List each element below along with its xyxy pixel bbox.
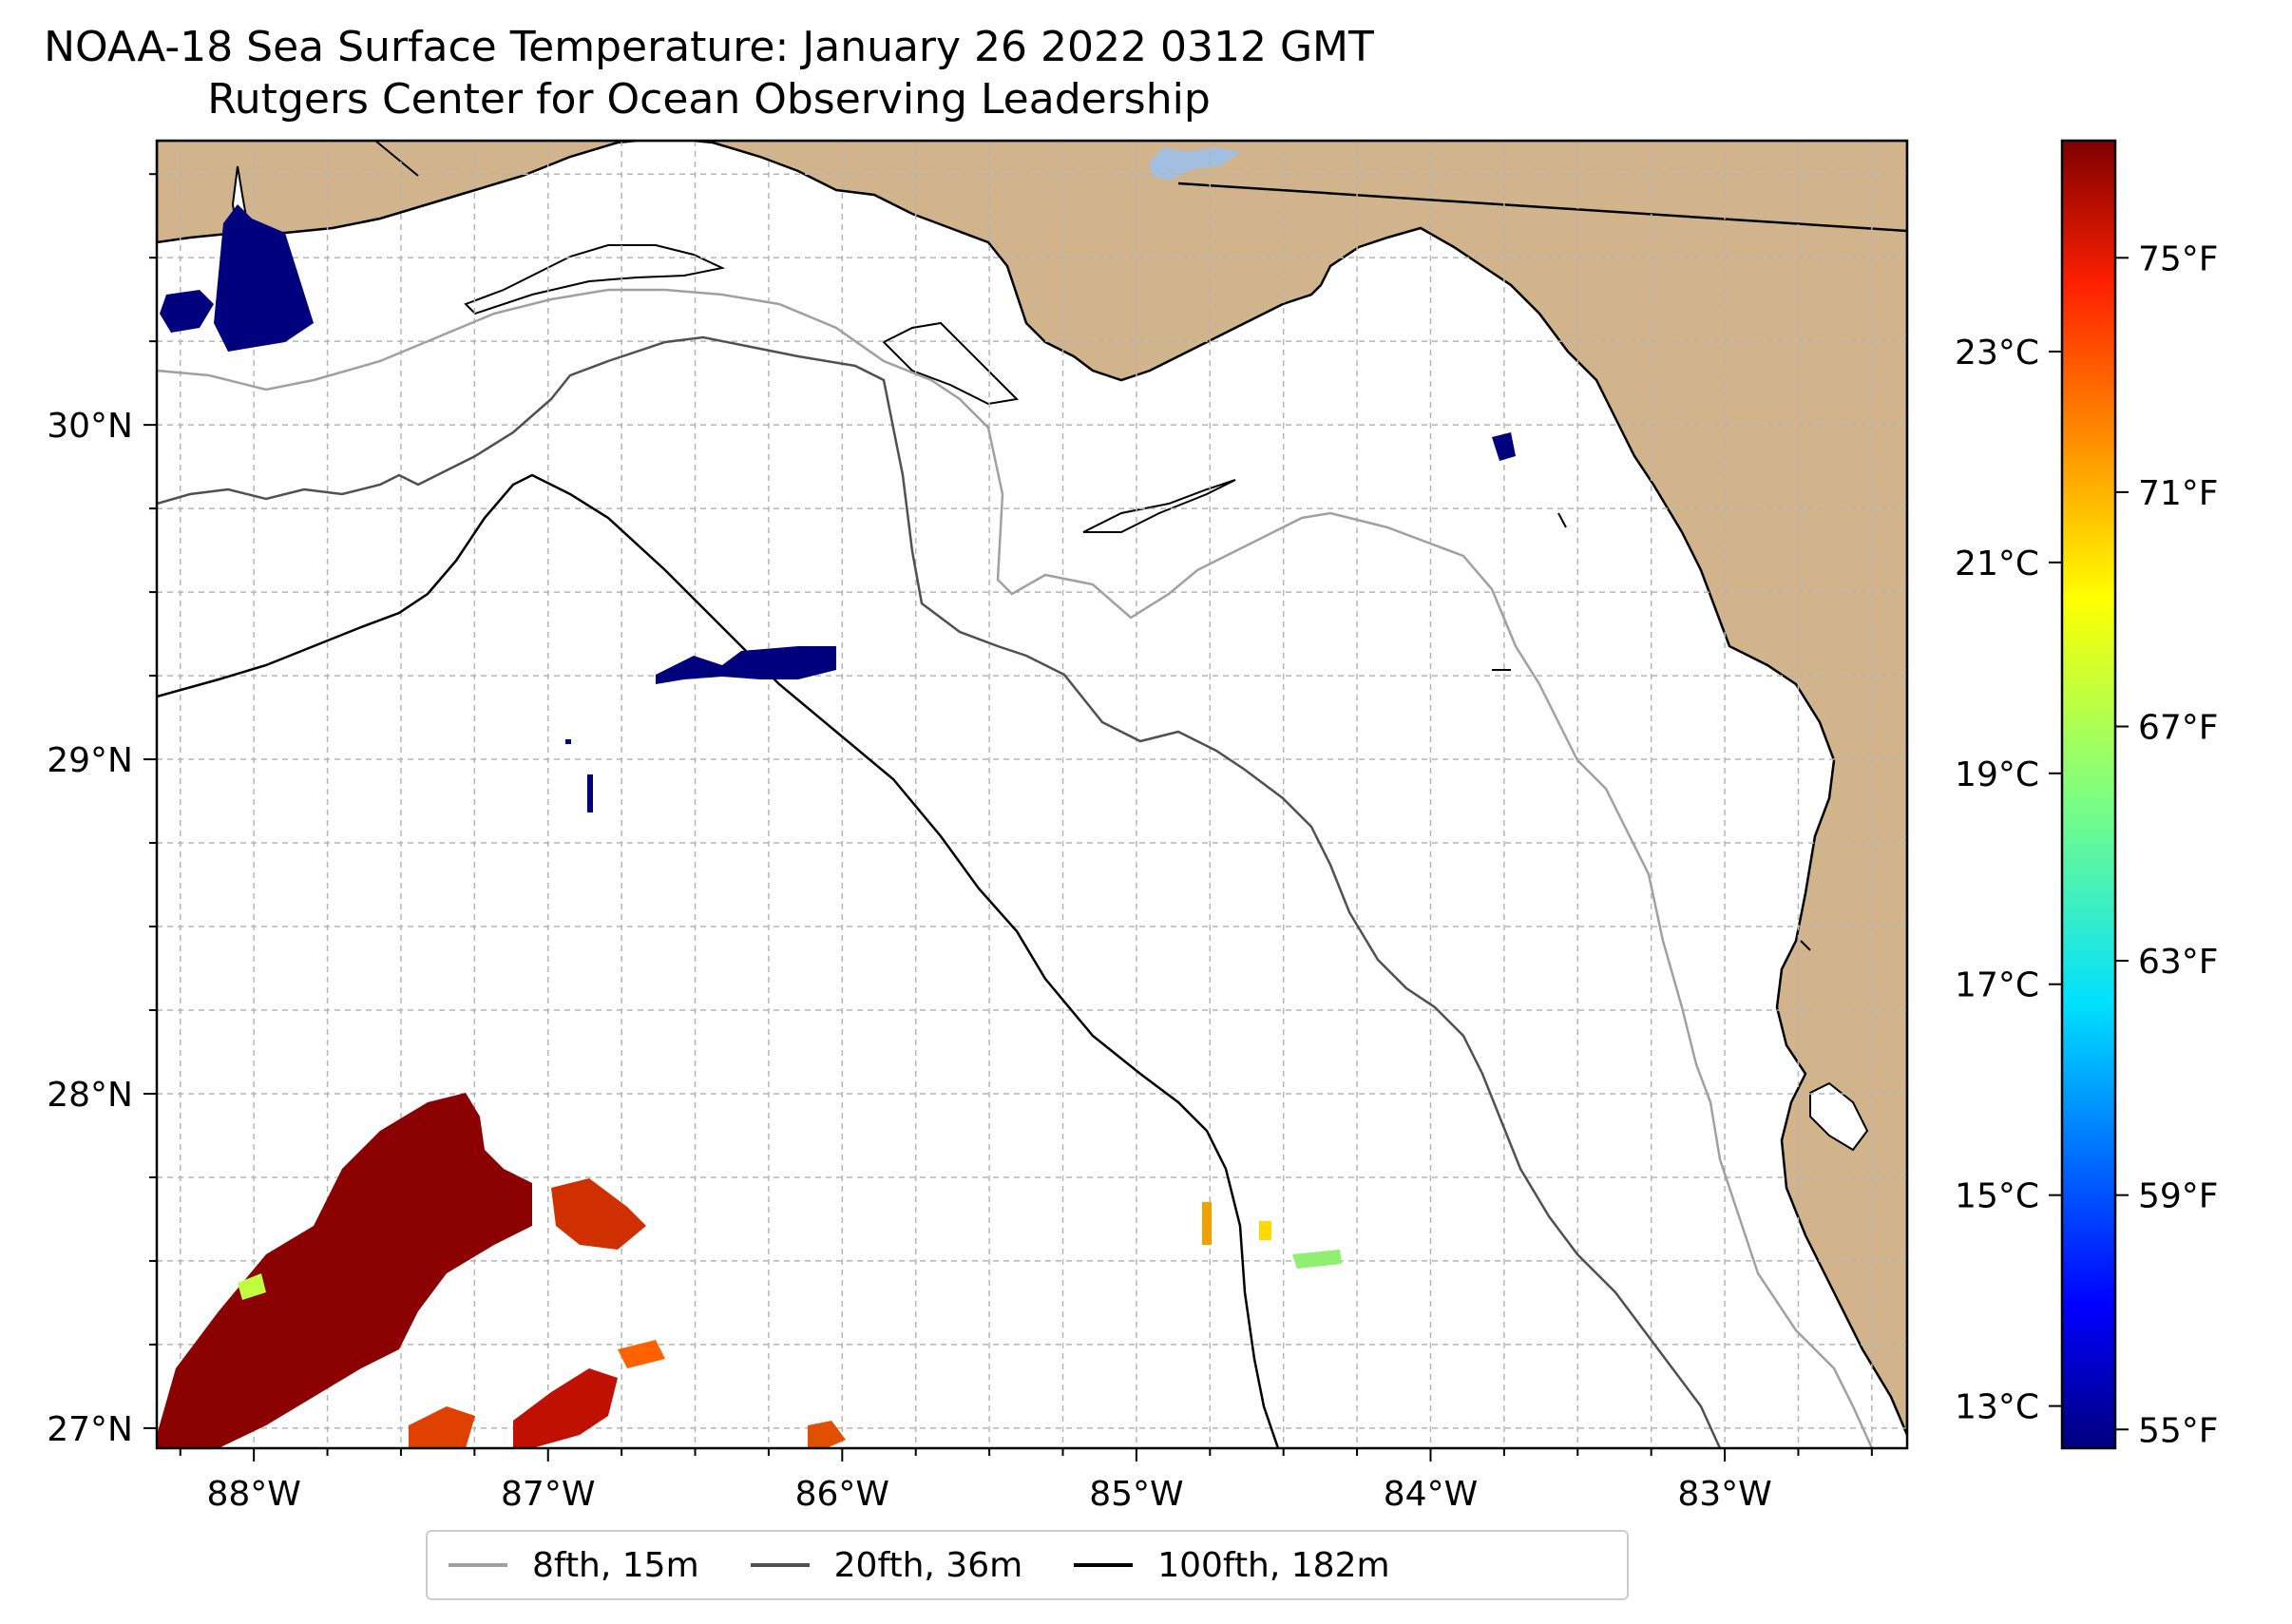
celsius-tick-label: 13°C (1955, 1388, 2039, 1427)
lake-seminole (1150, 147, 1240, 181)
st-andrews-bay (882, 321, 1020, 406)
isobath-15m (157, 288, 1874, 1448)
map-content (157, 141, 1907, 1448)
isobath-legend: 8fth, 15m 20fth, 36m 100fth, 182m (426, 1530, 1629, 1600)
celsius-tick-label: 15°C (1955, 1177, 2039, 1216)
land (157, 141, 1907, 1436)
lat-tick-label: 27°N (47, 1410, 133, 1449)
lon-tick-label: 84°W (1384, 1475, 1478, 1514)
legend-label: 100fth, 182m (1157, 1545, 1390, 1585)
fahrenheit-tick-label: 71°F (2138, 474, 2219, 513)
apalachee-bay (1082, 479, 1236, 533)
colorbar-celsius-axis: 13°C 15°C 17°C 19°C 21°C 23°C (1955, 334, 2062, 1427)
lon-tick-label: 86°W (795, 1475, 889, 1514)
legend-swatch (1074, 1563, 1134, 1567)
lat-tick-label: 29°N (47, 741, 133, 780)
sst-data-warm (157, 1093, 1342, 1448)
lon-tick-label: 85°W (1089, 1475, 1183, 1514)
map-frame (155, 139, 1909, 1450)
legend-label: 20fth, 36m (833, 1545, 1023, 1585)
lon-tick-label: 83°W (1677, 1475, 1771, 1514)
celsius-tick-label: 21°C (1955, 545, 2039, 583)
isobath-36m (157, 335, 1722, 1448)
fahrenheit-tick-label: 63°F (2138, 943, 2219, 982)
lat-tick-label: 28°N (47, 1076, 133, 1115)
fahrenheit-tick-label: 59°F (2138, 1177, 2219, 1216)
colorbar (2060, 139, 2117, 1450)
coast-details (1492, 512, 1811, 951)
legend-swatch (449, 1563, 507, 1567)
lon-tick-label: 88°W (206, 1475, 300, 1514)
fahrenheit-tick-label: 55°F (2138, 1411, 2219, 1450)
isobath-182m (157, 473, 1280, 1448)
state-boundary-al (374, 141, 419, 177)
tampa-bay (1809, 1081, 1869, 1152)
fahrenheit-tick-label: 67°F (2138, 708, 2219, 747)
lon-axis: 88°W 87°W 86°W 85°W 84°W 83°W (179, 1448, 1873, 1514)
fahrenheit-tick-label: 75°F (2138, 239, 2219, 278)
colorbar-fahrenheit-axis: 55°F 59°F 63°F 67°F 71°F 75°F (2115, 239, 2219, 1450)
lon-tick-label: 87°W (501, 1475, 595, 1514)
legend-label: 8fth, 15m (532, 1545, 699, 1585)
celsius-tick-label: 23°C (1955, 334, 2039, 373)
graticule (157, 141, 1907, 1448)
legend-item-36m: 20fth, 36m (750, 1545, 1023, 1585)
pensacola-bay (464, 244, 726, 315)
legend-item-182m: 100fth, 182m (1074, 1545, 1390, 1585)
lat-tick-label: 30°N (47, 407, 133, 446)
celsius-tick-label: 19°C (1955, 755, 2039, 794)
sst-data-cold (160, 204, 1516, 812)
lat-axis: 27°N 28°N 29°N 30°N (47, 173, 157, 1449)
celsius-tick-label: 17°C (1955, 966, 2039, 1005)
state-boundary (1177, 182, 1907, 233)
legend-item-15m: 8fth, 15m (449, 1546, 699, 1585)
chart-subtitle: Rutgers Center for Ocean Observing Leade… (207, 75, 1211, 124)
legend-swatch (750, 1563, 810, 1567)
chart-title: NOAA-18 Sea Surface Temperature: January… (44, 23, 1374, 71)
